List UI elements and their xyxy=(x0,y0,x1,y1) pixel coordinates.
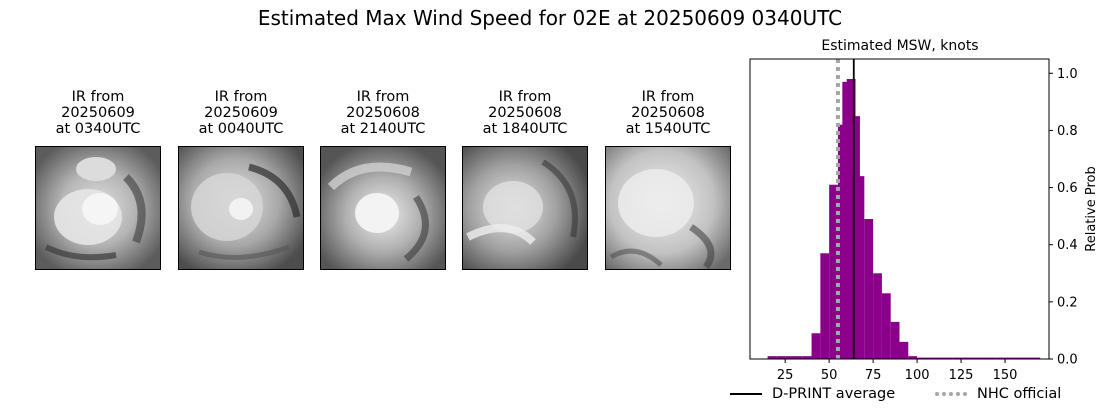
ir-label-line2: 20250609 xyxy=(61,105,135,121)
histogram-bar xyxy=(996,357,1006,359)
histogram-bar xyxy=(802,356,812,359)
histogram-bar xyxy=(767,356,777,359)
ir-label-3: IR from 20250608 at 2140UTC xyxy=(308,89,458,137)
ir-label-line2: 20250608 xyxy=(346,105,420,121)
ir-label-line1: IR from xyxy=(214,89,268,105)
histogram-bar xyxy=(873,273,882,359)
histogram-bar xyxy=(881,293,891,359)
ir-label-line1: IR from xyxy=(356,89,410,105)
x-tick-label: 100 xyxy=(905,368,930,383)
legend-item-nhc: NHC official xyxy=(935,386,1061,402)
y-tick-label: 0.8 xyxy=(1057,124,1078,139)
ir-label-line2: 20250609 xyxy=(204,105,278,121)
ir-label-line3: at 1540UTC xyxy=(625,121,711,137)
ir-label-line3: at 2140UTC xyxy=(340,121,426,137)
ir-label-5: IR from 20250608 at 1540UTC xyxy=(593,89,743,137)
histogram-bar xyxy=(811,333,821,359)
histogram-bar xyxy=(969,357,979,359)
y-axis-ticks: 0.0 0.2 0.4 0.6 0.8 1.0 xyxy=(1049,67,1078,368)
ir-label-line1: IR from xyxy=(498,89,552,105)
histogram-bars xyxy=(767,79,1041,360)
plot-frame xyxy=(749,58,1050,360)
x-tick-label: 50 xyxy=(821,368,838,383)
x-tick-label: 125 xyxy=(949,368,974,383)
legend-nhc-swatch xyxy=(935,392,967,396)
histogram-bar xyxy=(776,356,786,359)
ir-label-2: IR from 20250609 at 0040UTC xyxy=(166,89,316,137)
histogram-bar xyxy=(829,184,838,359)
histogram-bar xyxy=(943,357,953,359)
y-tick-label: 0.2 xyxy=(1057,295,1078,310)
ir-label-line2: 20250608 xyxy=(631,105,705,121)
y-tick-label: 0.6 xyxy=(1057,181,1078,196)
ir-label-line3: at 0340UTC xyxy=(55,121,141,137)
histogram-bar xyxy=(855,176,865,359)
y-tick-label: 0.4 xyxy=(1057,238,1078,253)
histogram-bar xyxy=(1022,357,1032,359)
ir-label-line3: at 1840UTC xyxy=(482,121,568,137)
ir-image-5 xyxy=(605,146,731,270)
legend-nhc-label: NHC official xyxy=(977,386,1062,402)
histogram-bar xyxy=(934,357,944,359)
histogram-bar xyxy=(837,124,847,359)
x-axis-ticks: 25 50 75 100 125 150 xyxy=(777,359,1018,383)
legend-item-dprint: D-PRINT average xyxy=(730,386,895,402)
ir-image-4 xyxy=(462,146,588,270)
histogram-bar xyxy=(820,253,830,359)
legend-dprint-swatch xyxy=(730,393,762,395)
ir-label-line1: IR from xyxy=(641,89,695,105)
histogram-bar xyxy=(1013,357,1023,359)
histogram-bar xyxy=(846,79,856,359)
x-tick-label: 25 xyxy=(777,368,794,383)
x-tick-label: 75 xyxy=(865,368,882,383)
ir-image-3 xyxy=(320,146,446,270)
x-tick-label: 150 xyxy=(993,368,1018,383)
histogram-bar xyxy=(978,357,988,359)
histogram-bar xyxy=(864,219,874,359)
histogram-bar xyxy=(917,357,926,359)
histogram-bar xyxy=(952,357,962,359)
histogram-bar xyxy=(925,357,935,359)
reference-lines xyxy=(835,59,855,359)
ir-label-line1: IR from xyxy=(71,89,125,105)
chart-title: Estimated MSW, knots xyxy=(821,38,978,54)
ir-image-2 xyxy=(178,146,304,270)
histogram-bar xyxy=(793,356,803,359)
ir-label-line3: at 0040UTC xyxy=(198,121,284,137)
histogram-bar xyxy=(1005,357,1014,359)
histogram-bar xyxy=(890,321,900,359)
histogram-bar xyxy=(987,357,997,359)
y-tick-label: 1.0 xyxy=(1057,67,1078,82)
figure-title: Estimated Max Wind Speed for 02E at 2025… xyxy=(257,6,843,30)
histogram-bar xyxy=(851,116,860,360)
histogram-bar xyxy=(899,341,909,359)
histogram-bar xyxy=(785,356,794,359)
ir-label-4: IR from 20250608 at 1840UTC xyxy=(450,89,600,137)
ir-label-line2: 20250608 xyxy=(488,105,562,121)
y-tick-label: 0.0 xyxy=(1057,353,1078,368)
legend-dprint-label: D-PRINT average xyxy=(772,386,896,402)
msw-histogram-chart: Estimated MSW, knots 25 50 75 100 125 150 0.0… xyxy=(749,38,1099,383)
y-axis-label: Relative Prob xyxy=(1084,166,1099,251)
ir-image-1 xyxy=(35,146,161,270)
histogram-bar xyxy=(908,356,918,359)
legend: D-PRINT average NHC official xyxy=(730,386,1090,408)
histogram-bar xyxy=(961,357,970,359)
ir-label-1: IR from 20250609 at 0340UTC xyxy=(23,89,173,137)
histogram-bar xyxy=(1031,357,1041,359)
